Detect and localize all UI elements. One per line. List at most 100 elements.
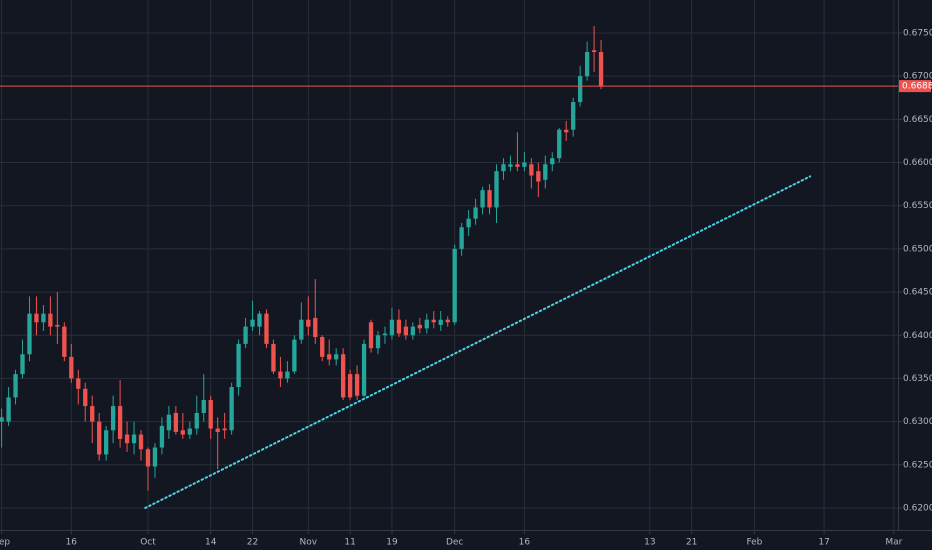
candle-body <box>208 400 213 429</box>
candle-body <box>515 164 520 167</box>
candle-body <box>368 322 374 349</box>
x-tick-label: Mar <box>885 538 902 548</box>
x-tick-label: 21 <box>686 538 697 548</box>
candle-body <box>577 76 583 103</box>
candle-body <box>97 421 102 455</box>
candle-body <box>117 406 123 439</box>
x-tick-label: 16 <box>66 538 78 548</box>
candle-body <box>41 313 46 323</box>
x-tick-label: 19 <box>386 538 398 548</box>
candle-body <box>557 129 562 159</box>
candle-body <box>543 164 548 180</box>
candle-body <box>166 414 172 431</box>
candle-body <box>0 417 4 422</box>
candle-body <box>403 326 409 336</box>
candle-body <box>564 129 569 133</box>
candle-body <box>257 313 262 327</box>
candle-body <box>487 190 492 208</box>
y-tick-label: 0.67500 <box>903 28 932 38</box>
candle-body <box>201 400 206 413</box>
candle-body <box>124 434 130 444</box>
x-tick-label: 11 <box>344 538 355 548</box>
candle-body <box>410 326 416 336</box>
candle-body <box>452 248 457 323</box>
x-tick-label: Feb <box>746 538 762 548</box>
candle-body <box>584 51 590 77</box>
candle-body <box>62 326 67 357</box>
candle-body <box>250 319 255 327</box>
candle-body <box>327 354 332 360</box>
grid <box>0 0 898 530</box>
x-tick-label: Oct <box>140 538 156 548</box>
candle-body <box>90 406 95 422</box>
candle-body <box>271 343 276 372</box>
candle-body <box>313 317 318 337</box>
x-tick-label: 14 <box>205 538 217 548</box>
candle-body <box>145 449 151 467</box>
candle-body <box>550 158 555 165</box>
candle-body <box>529 164 534 176</box>
candle-body <box>389 319 395 336</box>
candle-body <box>536 171 541 182</box>
candle-body <box>131 434 137 444</box>
candle-body <box>229 387 234 431</box>
candle-body <box>110 406 116 431</box>
candle-body <box>173 412 179 432</box>
x-tick-label: 13 <box>644 538 655 548</box>
candle-body <box>424 319 429 329</box>
candle-body <box>48 313 53 327</box>
candle-body <box>334 354 339 360</box>
candle-body <box>180 430 185 435</box>
candle-body <box>215 428 220 432</box>
candle-body <box>354 374 360 396</box>
candle-body <box>494 171 499 208</box>
candle-body <box>292 339 297 372</box>
candle-body <box>480 190 485 208</box>
candle-body <box>598 51 604 87</box>
candle-body <box>20 354 25 375</box>
x-tick-label: Dec <box>446 538 463 548</box>
candle-body <box>522 162 527 167</box>
candle-body <box>27 313 32 355</box>
candle-body <box>103 430 109 455</box>
candle-body <box>382 333 388 336</box>
candle-body <box>571 102 576 130</box>
candle-body <box>445 319 450 323</box>
last-price-badge <box>899 80 931 93</box>
candle-body <box>55 324 60 327</box>
candle-body <box>473 207 478 219</box>
candle-body <box>591 50 597 52</box>
x-tick-label: Sep <box>0 538 10 548</box>
candle-body <box>508 164 513 167</box>
candle-body <box>13 374 18 398</box>
candle-body <box>34 313 39 323</box>
candle-body <box>431 319 436 323</box>
x-tick-label: 17 <box>818 538 829 548</box>
candle-body <box>340 354 346 398</box>
candle-body <box>69 356 74 379</box>
candle-body <box>159 425 165 448</box>
candle-body <box>417 324 422 329</box>
candle-body <box>320 336 325 357</box>
candle-body <box>264 313 269 344</box>
candle-body <box>83 388 88 407</box>
x-tick-label: 22 <box>247 538 258 548</box>
last-price-label: 0.66885 <box>902 82 932 92</box>
candle-body <box>194 412 199 429</box>
candle-body <box>459 227 464 249</box>
candle-body <box>138 434 144 450</box>
candle-body <box>222 428 227 431</box>
candle-body <box>285 371 290 379</box>
